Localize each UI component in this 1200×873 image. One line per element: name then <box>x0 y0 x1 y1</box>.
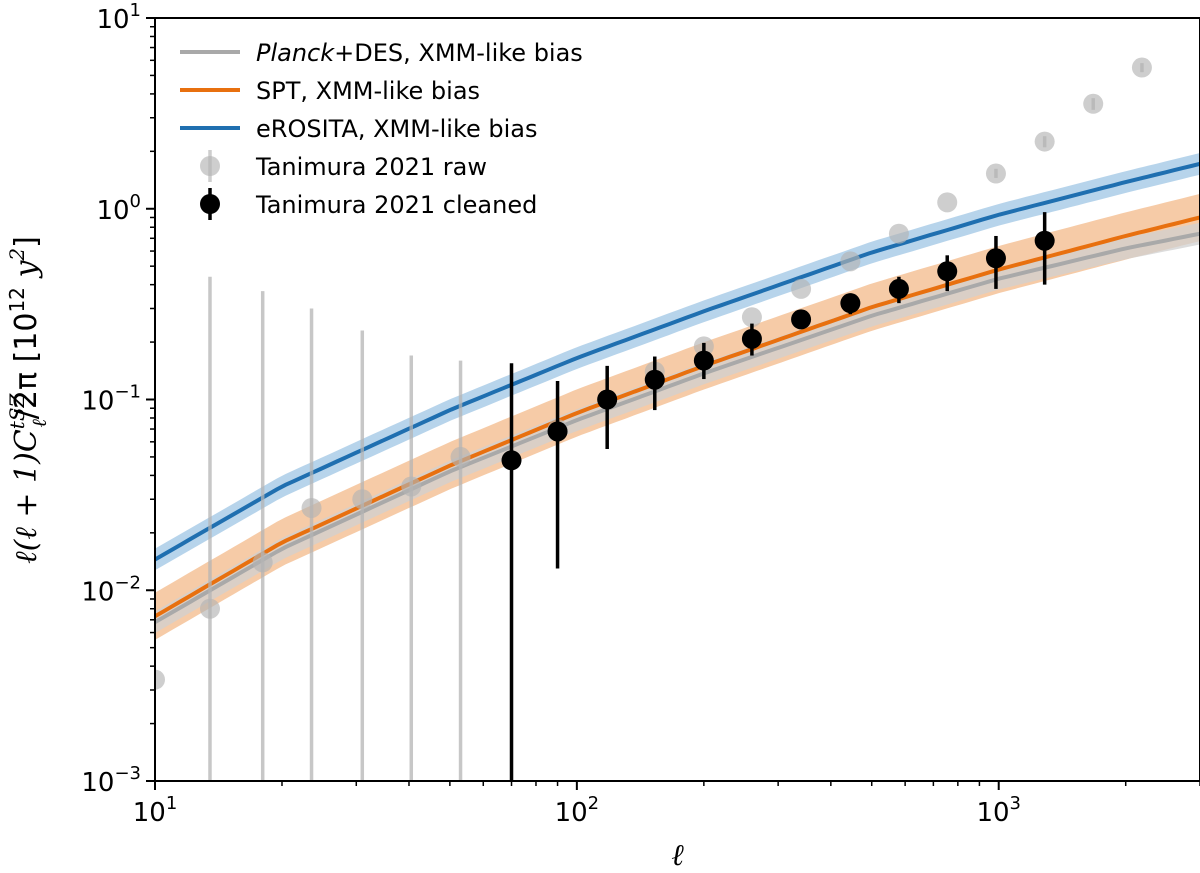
cleaned-point-3 <box>644 369 665 390</box>
axes: 101 102 103 10−3 10−2 10−1 100 101 ℓ ℓ(ℓ + 1)CtSZ… <box>5 0 1200 873</box>
y-tick-label-2: 10−1 <box>81 382 141 417</box>
y-tick-label-4: 101 <box>96 0 141 35</box>
band-planck-des-xmm-like-bias <box>155 222 1200 634</box>
cleaned-point-0 <box>501 450 522 471</box>
cleaned-point-8 <box>888 278 909 299</box>
legend-swatch-marker <box>200 194 220 214</box>
cleaned-point-1 <box>547 421 568 442</box>
x-tick-label-1: 102 <box>555 793 600 828</box>
raw-point-2 <box>252 552 273 573</box>
y-tick-label-1: 10−2 <box>81 572 141 607</box>
y-tick-label-0: 10−3 <box>81 763 141 798</box>
raw-point-4 <box>352 489 373 510</box>
band-erosita-xmm-like-bias <box>155 153 1200 571</box>
cleaned-point-4 <box>693 350 714 371</box>
legend-label: SPT, XMM-like bias <box>256 77 480 105</box>
legend-entry-1: SPT, XMM-like bias <box>180 77 480 105</box>
model-uncertainty-bands <box>155 153 1200 640</box>
raw-point-6 <box>450 446 471 467</box>
raw-point-16 <box>937 192 958 213</box>
legend-swatch-marker <box>200 156 220 176</box>
raw-point-1 <box>199 598 220 619</box>
raw-point-15 <box>888 223 909 244</box>
line-planck-des-xmm-like-bias <box>155 231 1200 624</box>
cleaned-point-9 <box>937 261 958 282</box>
raw-point-17 <box>985 163 1006 184</box>
model-lines <box>155 161 1200 624</box>
x-tick-label-0: 101 <box>133 793 178 828</box>
cleaned-point-7 <box>840 293 861 314</box>
cleaned-point-2 <box>597 389 618 410</box>
legend: Planck+DES, XMM-like bias SPT, XMM-like b… <box>180 39 583 220</box>
legend-label: Planck+DES, XMM-like bias <box>256 39 583 67</box>
raw-point-13 <box>791 278 812 299</box>
cleaned-points <box>501 212 1055 781</box>
line-spt-xmm-like-bias <box>155 215 1200 619</box>
line-erosita-xmm-like-bias <box>155 161 1200 562</box>
x-axis-title: ℓ <box>671 838 684 873</box>
legend-entry-4: Tanimura 2021 cleaned <box>200 188 537 220</box>
cleaned-point-11 <box>1034 230 1055 251</box>
legend-label: Tanimura 2021 raw <box>255 153 487 181</box>
legend-label: Tanimura 2021 cleaned <box>255 191 537 219</box>
legend-entry-0: Planck+DES, XMM-like bias <box>180 39 583 67</box>
y-axis-title: ℓ(ℓ + 1)CtSZℓ/2π [1012 y2] <box>5 236 51 564</box>
raw-point-20 <box>1131 57 1152 78</box>
legend-entry-2: eROSITA, XMM-like bias <box>180 115 538 143</box>
raw-point-14 <box>840 251 861 272</box>
legend-label: eROSITA, XMM-like bias <box>256 115 538 143</box>
cleaned-point-10 <box>985 248 1006 269</box>
cleaned-point-5 <box>741 328 762 349</box>
legend-entry-3: Tanimura 2021 raw <box>200 150 487 182</box>
raw-point-3 <box>301 497 322 518</box>
y-tick-label-3: 100 <box>96 191 141 226</box>
raw-point-5 <box>401 476 422 497</box>
raw-point-0 <box>155 669 165 690</box>
raw-point-19 <box>1083 93 1104 114</box>
x-tick-label-2: 103 <box>976 793 1021 828</box>
raw-point-12 <box>741 307 762 328</box>
raw-point-18 <box>1034 131 1055 152</box>
cleaned-point-6 <box>791 309 812 330</box>
